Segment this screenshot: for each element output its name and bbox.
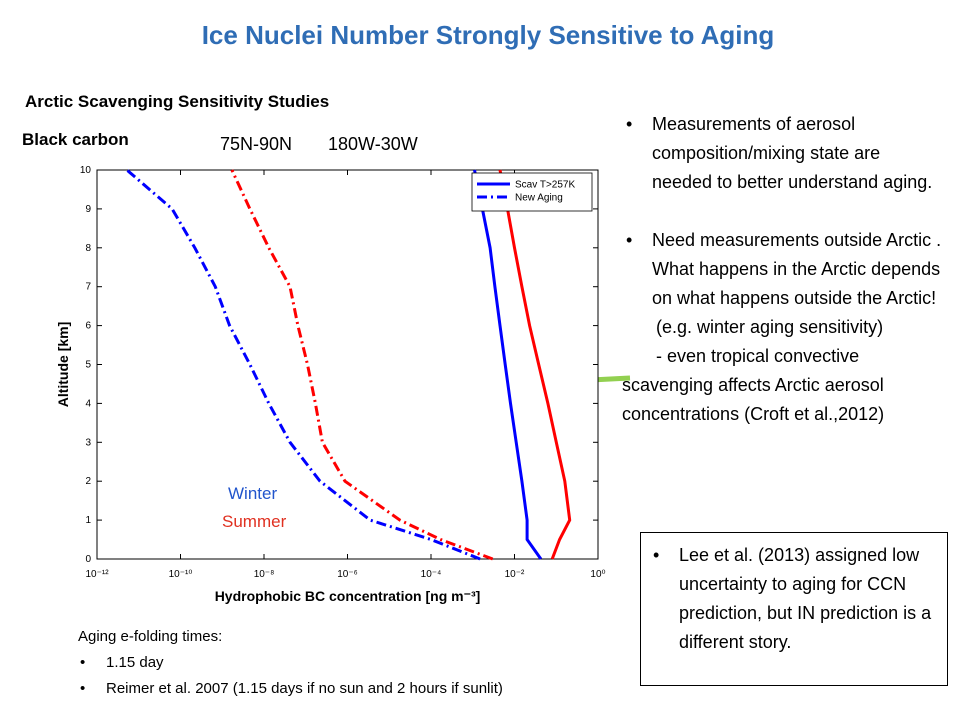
y-axis-label: Altitude [km] bbox=[55, 322, 71, 408]
legend-box bbox=[471, 172, 593, 212]
bullet-list: Measurements of aerosol composition/mixi… bbox=[622, 110, 944, 429]
note-box: Lee et al. (2013) assigned low uncertain… bbox=[640, 532, 948, 686]
bullet: 1.15 day bbox=[78, 650, 503, 676]
slide-title: Ice Nuclei Number Strongly Sensitive to … bbox=[201, 20, 775, 50]
note: (e.g. winter aging sensitivity) bbox=[656, 317, 884, 337]
legend-label: Scav T>257K bbox=[515, 180, 575, 191]
series-line bbox=[230, 169, 494, 561]
annotation: 75N-90N bbox=[220, 134, 293, 154]
x-tick-label: 10⁻⁴ bbox=[421, 569, 442, 580]
y-tick-label: 8 bbox=[85, 243, 91, 254]
bullet: Lee et al. (2013) assigned low uncertain… bbox=[651, 541, 937, 657]
series-line bbox=[498, 169, 572, 560]
bullet: Need measurements outside Arctic . What … bbox=[624, 226, 944, 313]
x-tick-label: 10⁻² bbox=[505, 569, 525, 580]
plot-area bbox=[96, 169, 599, 560]
y-tick-label: 5 bbox=[85, 360, 91, 371]
aging-heading: Aging e-folding times: bbox=[78, 628, 223, 645]
y-tick-label: 9 bbox=[85, 204, 91, 215]
x-tick-label: 10⁻¹² bbox=[85, 569, 109, 580]
aging-notes: Aging e-folding times: 1.15 day Reimer e… bbox=[78, 624, 503, 702]
x-tick-label: 10⁻⁶ bbox=[337, 569, 358, 580]
x-tick-label: 10⁰ bbox=[590, 569, 605, 580]
chart-title: Black carbon bbox=[22, 130, 129, 149]
bullet: Reimer et al. 2007 (1.15 days if no sun … bbox=[78, 676, 503, 702]
annotation: Winter bbox=[228, 484, 278, 503]
y-tick-label: 2 bbox=[85, 476, 91, 487]
bullet: Measurements of aerosol composition/mixi… bbox=[624, 110, 944, 197]
y-tick-label: 10 bbox=[80, 165, 92, 176]
x-axis-label: Hydrophobic BC concentration [ng m⁻³] bbox=[215, 588, 481, 604]
subtitle: Arctic Scavenging Sensitivity Studies bbox=[25, 92, 330, 111]
annotation: Summer bbox=[222, 512, 287, 531]
y-tick-label: 3 bbox=[85, 437, 91, 448]
x-tick-label: 10⁻⁸ bbox=[254, 569, 275, 580]
y-tick-label: 0 bbox=[85, 554, 91, 565]
note: - even tropical convective scavenging af… bbox=[622, 346, 885, 424]
y-tick-label: 4 bbox=[85, 398, 91, 409]
annotation: 180W-30W bbox=[328, 134, 418, 154]
y-tick-label: 7 bbox=[85, 282, 91, 293]
y-tick-label: 1 bbox=[85, 515, 91, 526]
x-tick-label: 10⁻¹⁰ bbox=[169, 569, 193, 580]
y-tick-label: 6 bbox=[85, 321, 91, 332]
series-line bbox=[473, 169, 543, 560]
legend-label: New Aging bbox=[515, 193, 563, 204]
series-line bbox=[125, 168, 481, 561]
